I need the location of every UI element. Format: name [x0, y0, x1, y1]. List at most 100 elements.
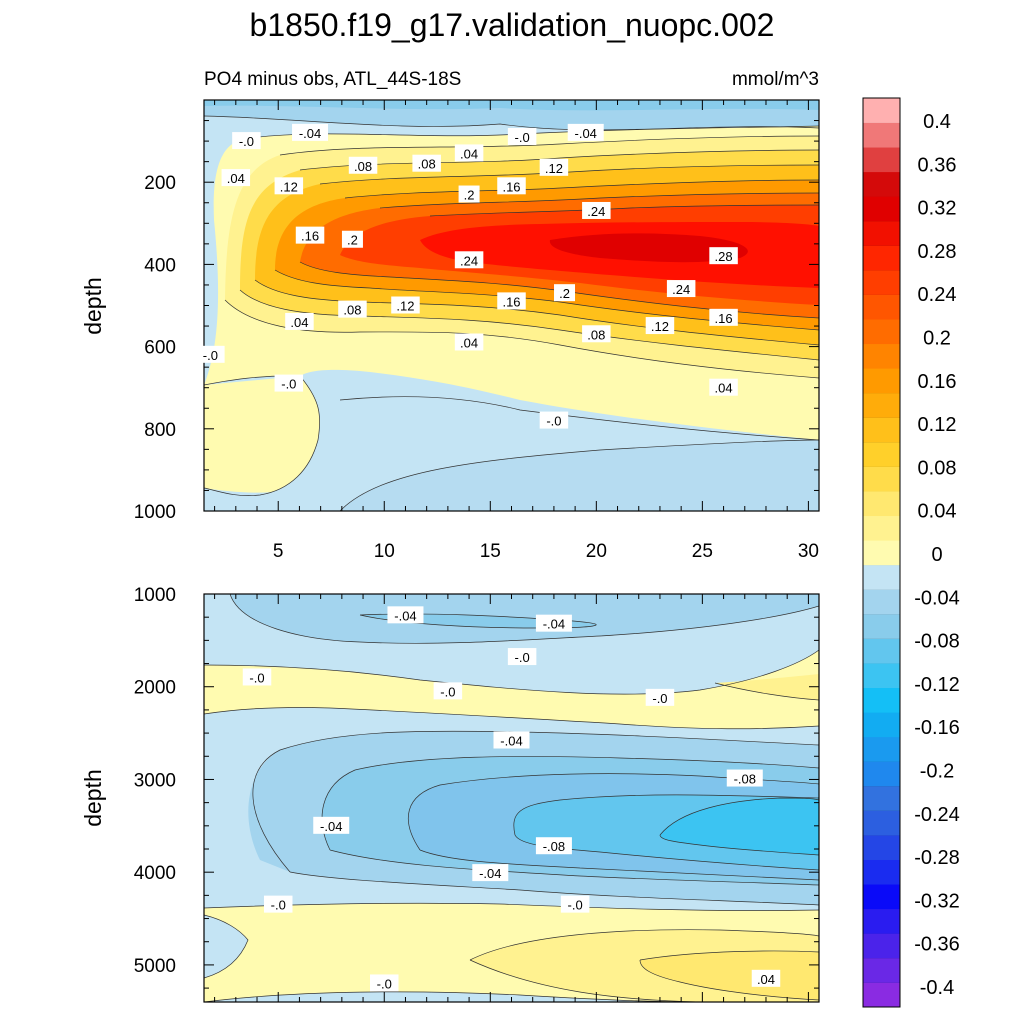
lower-fill-bottom-neg-lobe [204, 915, 248, 978]
upper-contour-label-bg [709, 247, 738, 265]
colorbar-label: -0.24 [914, 804, 960, 826]
upper-fill-032 [549, 233, 748, 263]
upper-contour-label: .04 [290, 315, 308, 330]
upper-line-4 [299, 149, 819, 171]
colorbar-swatch [863, 269, 900, 295]
upper-line-8 [429, 204, 819, 217]
upper-contour-labels: -.04 -.0 -.0 -.04 .04 .04 .08 .08 .12 .12 .2 .16 .24… [196, 123, 738, 429]
lower-contour-label-bg [263, 895, 293, 913]
upper-y-axis-label: depth [80, 277, 106, 335]
lower-contour-labels: -.04 -.04 -.0 -.0 -.0 -.0 -.04 -.08 -.04 -.08 -.04… [242, 606, 781, 992]
colorbar-label: 0.4 [923, 111, 951, 133]
upper-y-tick-label: 600 [144, 338, 176, 359]
upper-contour-label: -.0 [546, 414, 561, 429]
lower-contour-label: -.0 [249, 670, 264, 685]
upper-contour-label: .04 [715, 381, 733, 396]
colorbar-swatch [863, 368, 900, 394]
lower-line-5 [714, 682, 819, 701]
colorbar-swatch [863, 613, 900, 639]
colorbar-label: 0 [931, 544, 942, 566]
colorbar-label: 0.2 [923, 328, 951, 350]
upper-contour-label-bg [554, 284, 576, 302]
lower-line-17 [204, 914, 249, 979]
lower-y-tick-label: 1000 [134, 585, 176, 606]
lower-line-19 [469, 959, 701, 1002]
lower-line-15 [659, 834, 819, 856]
upper-contour-label: -.0 [203, 348, 218, 363]
upper-contour-label-bg [497, 292, 526, 310]
colorbar-label: 0.36 [918, 154, 957, 176]
x-tick-label: 25 [692, 541, 713, 562]
lower-x-ticks [214, 594, 809, 1002]
colorbar-swatch [863, 245, 900, 271]
colorbar-label: -0.04 [914, 587, 960, 609]
upper-contour-label-bg [458, 185, 480, 203]
colorbar-swatch [863, 835, 900, 860]
lower-line-14 [659, 797, 819, 836]
upper-contour-label: -.04 [575, 126, 597, 141]
colorbar-label: 0.32 [918, 198, 957, 220]
upper-contour-label: .28 [715, 249, 733, 264]
upper-contour-label-bg [232, 132, 261, 150]
lower-fill-bottom-008 [640, 950, 819, 1000]
upper-contour-label: .2 [464, 188, 475, 203]
upper-line-16 [339, 439, 819, 511]
upper-contour-label-bg [348, 156, 378, 174]
lower-contour-label: -.04 [394, 608, 416, 623]
upper-contour-label: .16 [715, 311, 733, 326]
upper-contour-label: .12 [280, 179, 298, 194]
lower-fill-mid-pos2 [715, 674, 819, 700]
upper-contour-label: .08 [587, 327, 605, 342]
lower-contour-label: -.04 [543, 617, 565, 632]
colorbar-label: -0.4 [920, 977, 954, 999]
colorbar-frame [862, 97, 901, 1008]
x-tick-label: 20 [586, 541, 607, 562]
upper-contour-label-bg [645, 317, 675, 335]
upper-contour-label: .24 [460, 253, 478, 268]
colorbar-swatch [863, 736, 900, 762]
upper-contour-label-bg [274, 177, 304, 195]
lower-contour-label: -.0 [515, 650, 530, 665]
upper-line-1 [204, 115, 819, 131]
colorbar-label: -0.36 [914, 934, 960, 956]
upper-contour-label: -.0 [515, 130, 530, 145]
upper-line-14 [204, 375, 320, 496]
lower-contour-label-bg [645, 688, 675, 706]
lower-y-tick-label: 5000 [134, 956, 176, 977]
upper-y-tick-label: 400 [144, 255, 176, 276]
upper-contour-label: .24 [587, 204, 605, 219]
upper-line-15 [339, 396, 819, 441]
colorbar-swatch [863, 417, 900, 443]
colorbar-swatch [863, 196, 900, 222]
colorbar-label: 0.24 [918, 284, 957, 306]
lower-y-tick-label: 3000 [134, 770, 176, 791]
lower-contour-label: -.0 [440, 684, 455, 699]
colorbar-label: 0.08 [918, 457, 957, 479]
upper-line-6 [344, 179, 819, 199]
upper-contour-label: .16 [502, 294, 520, 309]
upper-contour-label-bg [295, 226, 325, 244]
upper-contour-label: .16 [502, 179, 520, 194]
x-tick-label: 30 [798, 541, 819, 562]
upper-contour-label-bg [391, 296, 420, 314]
upper-contour-label-bg [666, 280, 696, 298]
upper-contour-label: .04 [227, 171, 245, 186]
upper-y-tick-label: 1000 [134, 502, 176, 523]
lower-contour-label-bg [493, 731, 530, 749]
upper-contour-label-bg [341, 230, 363, 248]
upper-contour-label: .2 [559, 286, 570, 301]
upper-contour-label-bg [567, 123, 604, 141]
upper-contour-label: .2 [347, 233, 358, 248]
colorbar-swatch [863, 220, 900, 246]
upper-contour-label: .08 [418, 157, 436, 172]
lower-contour-label: -.04 [500, 734, 522, 749]
colorbar-swatch [863, 589, 900, 615]
upper-contour-label-bg [454, 333, 484, 351]
colorbar-label: -0.12 [914, 674, 960, 696]
upper-contour-label: -.04 [299, 126, 321, 141]
colorbar-swatch [863, 712, 900, 738]
upper-contour-label-bg [285, 312, 314, 330]
